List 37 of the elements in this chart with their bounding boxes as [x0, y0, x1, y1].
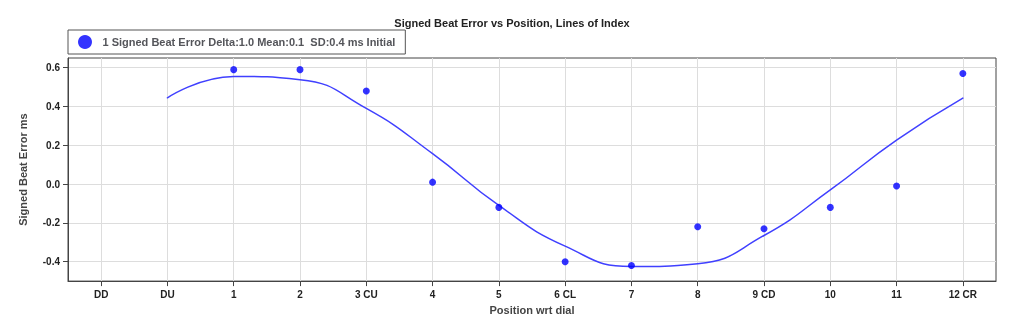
x-tick-label: 3 CU: [354, 288, 378, 300]
x-tick-label: 2: [297, 288, 304, 300]
line-series: [166, 75, 964, 268]
x-tick-label: 6 CL: [554, 288, 576, 300]
x-tick-label: DU: [160, 288, 175, 300]
point: [230, 66, 238, 74]
x-tick-label: 9 CD: [752, 288, 776, 300]
x-tick-label: 5: [496, 288, 503, 300]
y-tick-label: 0.2: [46, 139, 61, 151]
chart-title: Signed Beat Error vs Position, Lines of Index: [394, 16, 631, 29]
x-tick-label: 7: [628, 288, 635, 300]
y-tick-label: 0.0: [46, 178, 61, 190]
x-tick-label: 11: [891, 288, 903, 300]
point: [760, 225, 768, 233]
point: [826, 203, 834, 211]
point: [429, 178, 437, 186]
y-tick-label: -0.4: [42, 256, 61, 268]
point: [959, 70, 967, 78]
point: [694, 223, 702, 231]
x-tick-label: 8: [694, 288, 701, 300]
legend-label: 1 Signed Beat Error Delta:1.0 Mean:0.1 SD:0.4 ms Initial: [102, 36, 396, 48]
x-axis-title: Position wrt dial: [489, 303, 575, 316]
x-tick-label: 1: [230, 288, 237, 300]
point: [495, 203, 503, 211]
x-tick-label: 10: [824, 288, 837, 300]
y-tick-label: 0.4: [46, 101, 61, 112]
point: [561, 258, 569, 266]
y-tick-label: -0.2: [42, 217, 61, 229]
x-tick-label: 12 CR: [948, 288, 978, 300]
x-tick-label: 4: [429, 288, 436, 300]
point: [296, 66, 304, 74]
y-axis-title: Signed Beat Error ms: [16, 113, 29, 226]
x-tick-label: DD: [93, 288, 109, 300]
point: [627, 262, 635, 270]
point: [893, 182, 901, 190]
y-tick-label: 0.6: [46, 62, 61, 74]
point: [362, 87, 370, 95]
